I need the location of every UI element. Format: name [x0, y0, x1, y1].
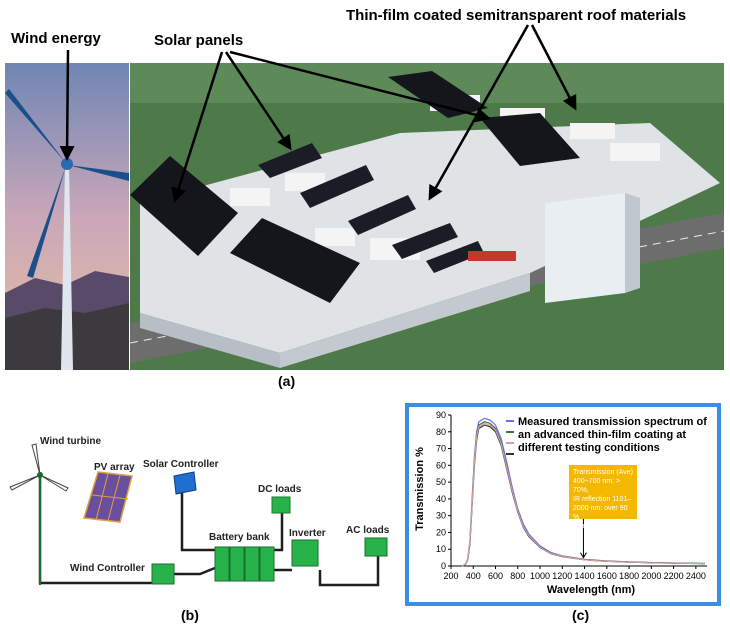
y-tick-label: 90: [436, 410, 446, 420]
chart-legend-text: Measured transmission spectrum of an adv…: [506, 416, 718, 455]
note-line-2: 400~700 nm: > 70%,: [573, 478, 621, 494]
factory-building-render: [130, 63, 724, 370]
label-wind-turbine: Wind turbine: [40, 436, 102, 447]
panel-a-label: (a): [278, 373, 296, 389]
callout-thin-film-roof: Thin-film coated semitransparent roof ma…: [346, 7, 687, 24]
legend-swatch-2: [506, 431, 514, 433]
y-tick-label: 30: [436, 511, 446, 521]
hybrid-system-diagram: [9, 443, 388, 587]
callout-arrows: [59, 24, 577, 203]
x-tick-label: 1800: [619, 571, 639, 581]
y-tick-label: 60: [436, 460, 446, 470]
panel-a: Wind energy Solar panels Thin-film coate…: [5, 7, 724, 389]
ac-loads-icon: [364, 537, 388, 557]
note-line-4: 2000 nm: over 90 %: [573, 505, 628, 521]
panel-c-label: (c): [572, 607, 590, 623]
legend-swatch-4: [506, 453, 514, 455]
chart-axes: 200 400 600 800 1000 1200 1400 1600 1800 2000 2200…: [436, 410, 707, 581]
label-battery-bank: Battery bank: [209, 532, 270, 543]
wind-turbine-icon: [9, 443, 69, 585]
panel-b-label: (b): [181, 607, 199, 623]
panel-c: 200 400 600 800 1000 1200 1400 1600 1800 2000 2200…: [400, 400, 730, 632]
annotation-arrowhead: [580, 552, 587, 559]
y-tick-label: 0: [441, 561, 446, 571]
dc-loads-icon: [271, 496, 291, 514]
label-pv-array: PV array: [94, 462, 135, 473]
x-tick-label: 1000: [530, 571, 550, 581]
y-tick-label: 80: [436, 427, 446, 437]
chart-frame: [405, 403, 721, 606]
legend-swatch-3: [506, 442, 514, 444]
transmission-note-box: Transmission (Ave) 400~700 nm: > 70%, IR…: [569, 465, 637, 530]
transmission-spectrum-chart: 200 400 600 800 1000 1200 1400 1600 1800 2000 2200…: [414, 410, 707, 596]
x-tick-label: 2400: [686, 571, 706, 581]
y-tick-label: 40: [436, 494, 446, 504]
callout-wind-energy: Wind energy: [11, 30, 101, 47]
label-ac-loads: AC loads: [346, 525, 390, 536]
legend-swatches: [506, 420, 514, 455]
x-tick-label: 1600: [597, 571, 617, 581]
y-tick-label: 20: [436, 527, 446, 537]
x-tick-label: 400: [466, 571, 481, 581]
solar-controller-icon: [173, 471, 197, 495]
note-line-3: IR reflection 1101–: [573, 496, 632, 503]
x-tick-label: 200: [443, 571, 458, 581]
label-solar-controller: Solar Controller: [143, 459, 219, 470]
note-line-5: by energy.: [573, 523, 606, 530]
pv-array-icon: [83, 471, 133, 523]
note-line-1: Transmission (Ave): [573, 469, 633, 476]
label-wind-controller: Wind Controller: [70, 563, 145, 574]
y-tick-label: 50: [436, 477, 446, 487]
x-tick-label: 1200: [552, 571, 572, 581]
y-tick-label: 70: [436, 444, 446, 454]
chart-series: [461, 417, 705, 567]
x-tick-label: 1400: [575, 571, 595, 581]
series-line-4: [461, 422, 705, 567]
x-tick-label: 800: [510, 571, 525, 581]
legend-swatch-1: [506, 420, 514, 422]
panel-b: Wind turbine PV array Solar Controller D…: [0, 400, 400, 632]
y-axis-label: Transmission %: [414, 447, 426, 531]
label-inverter: Inverter: [289, 528, 326, 539]
x-axis-label: Wavelength (nm): [547, 584, 636, 596]
x-tick-label: 600: [488, 571, 503, 581]
callout-solar-panels: Solar panels: [154, 32, 244, 49]
battery-bank-icon: [214, 546, 275, 582]
wind-controller-icon: [151, 563, 175, 585]
x-tick-label: 2000: [641, 571, 661, 581]
y-tick-label: 10: [436, 544, 446, 554]
inverter-icon: [291, 539, 319, 567]
label-dc-loads: DC loads: [258, 484, 302, 495]
legend-description: Measured transmission spectrum of an adv…: [518, 416, 707, 454]
x-tick-label: 2200: [664, 571, 684, 581]
